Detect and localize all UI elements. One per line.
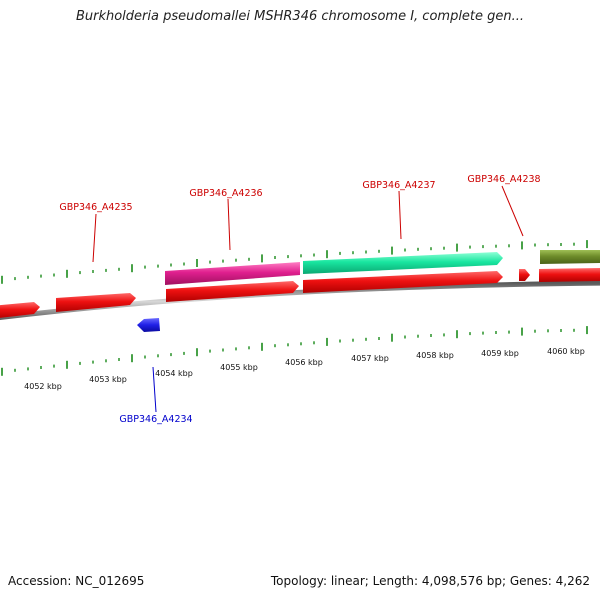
cds-feature-a4235[interactable]	[56, 293, 136, 312]
cds-feature-a4236[interactable]	[166, 281, 299, 302]
scale-label-4059: 4059 kbp	[481, 349, 519, 358]
scale-label-4056: 4056 kbp	[285, 358, 323, 367]
cds-feature-left[interactable]	[0, 302, 40, 319]
gene-label-a4234[interactable]: GBP346_A4234	[119, 414, 192, 425]
leader-line-a4236	[227, 198, 231, 251]
gene-label-a4238[interactable]: GBP346_A4238	[467, 174, 540, 185]
gene-feature-a4237[interactable]	[303, 252, 503, 274]
leader-line-a4235	[92, 213, 97, 263]
inner-tick-ring	[1, 326, 588, 376]
scale-label-4057: 4057 kbp	[351, 354, 389, 363]
topology-stats-text: Topology: linear; Length: 4,098,576 bp; …	[270, 574, 590, 588]
map-title: Burkholderia pseudomallei MSHR346 chromo…	[75, 9, 525, 24]
gene-label-a4236[interactable]: GBP346_A4236	[189, 188, 262, 199]
scale-label-4060: 4060 kbp	[547, 347, 585, 356]
cds-feature-a4238-small[interactable]	[519, 269, 530, 281]
scale-label-4058: 4058 kbp	[416, 351, 454, 360]
leader-line-a4238	[501, 185, 524, 237]
scale-label-4052: 4052 kbp	[24, 382, 62, 391]
gene-feature-a4236[interactable]	[165, 262, 300, 285]
scale-label-4053: 4053 kbp	[89, 375, 127, 384]
gene-label-a4235[interactable]: GBP346_A4235	[59, 202, 132, 213]
cds-feature-right[interactable]	[539, 268, 600, 282]
leader-line-a4234	[152, 366, 157, 413]
outer-tick-ring	[1, 240, 588, 284]
gene-label-a4237[interactable]: GBP346_A4237	[362, 180, 435, 191]
leader-line-a4237	[398, 190, 402, 240]
scale-label-4054: 4054 kbp	[155, 369, 193, 378]
cds-feature-a4237[interactable]	[303, 271, 503, 293]
gene-feature-a4234[interactable]	[137, 318, 160, 332]
scale-label-4055: 4055 kbp	[220, 363, 258, 372]
accession-text: Accession: NC_012695	[8, 574, 145, 588]
gene-feature-a4238[interactable]	[540, 250, 600, 264]
